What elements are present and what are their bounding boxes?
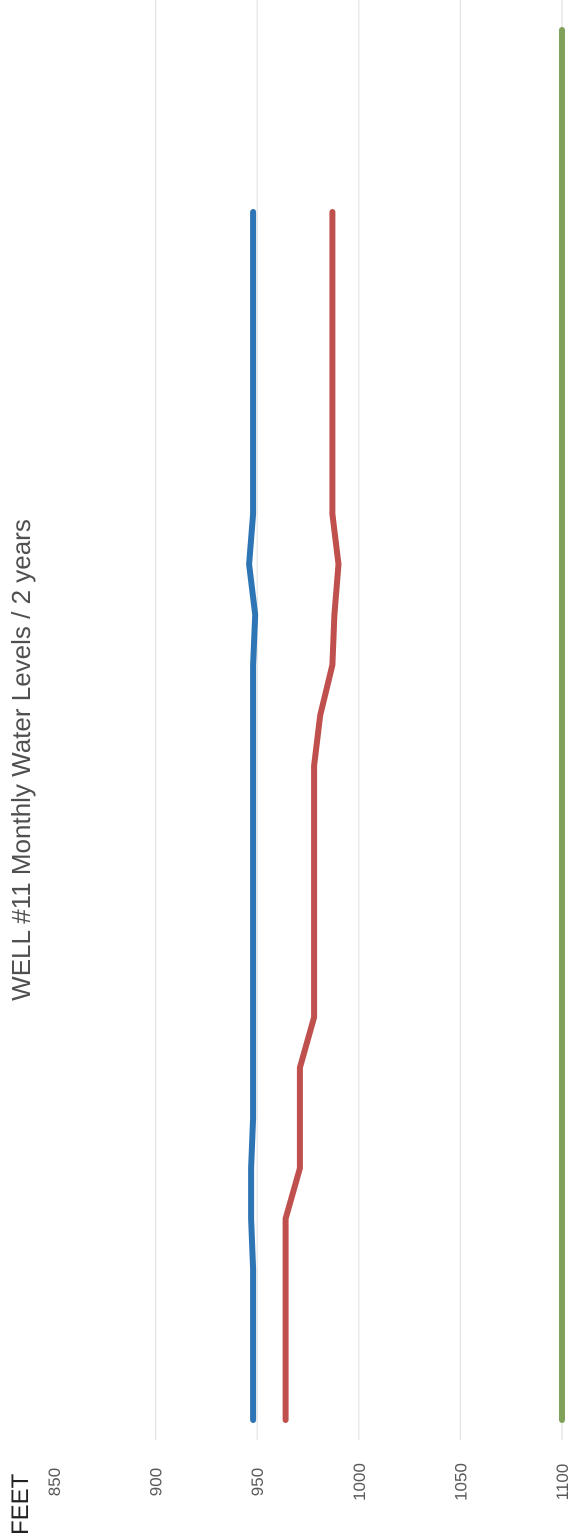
tick-label-1000: 1000 <box>350 1463 369 1501</box>
series-line-1 <box>246 209 259 1423</box>
grid-lines <box>155 0 563 1440</box>
tick-label-850: 850 <box>45 1468 64 1496</box>
tick-label-900: 900 <box>147 1468 166 1496</box>
tick-label-950: 950 <box>248 1468 267 1496</box>
unit-label: FEET <box>7 1473 34 1535</box>
tick-label-1100: 1100 <box>553 1464 572 1501</box>
chart-title: WELL #11 Monthly Water Levels / 2 years <box>6 519 36 1001</box>
tick-labels: 850 900 950 1000 1050 1100 <box>45 1463 572 1501</box>
tick-label-1050: 1050 <box>451 1463 470 1501</box>
series-line-2 <box>282 209 342 1423</box>
series-group <box>246 27 565 1423</box>
